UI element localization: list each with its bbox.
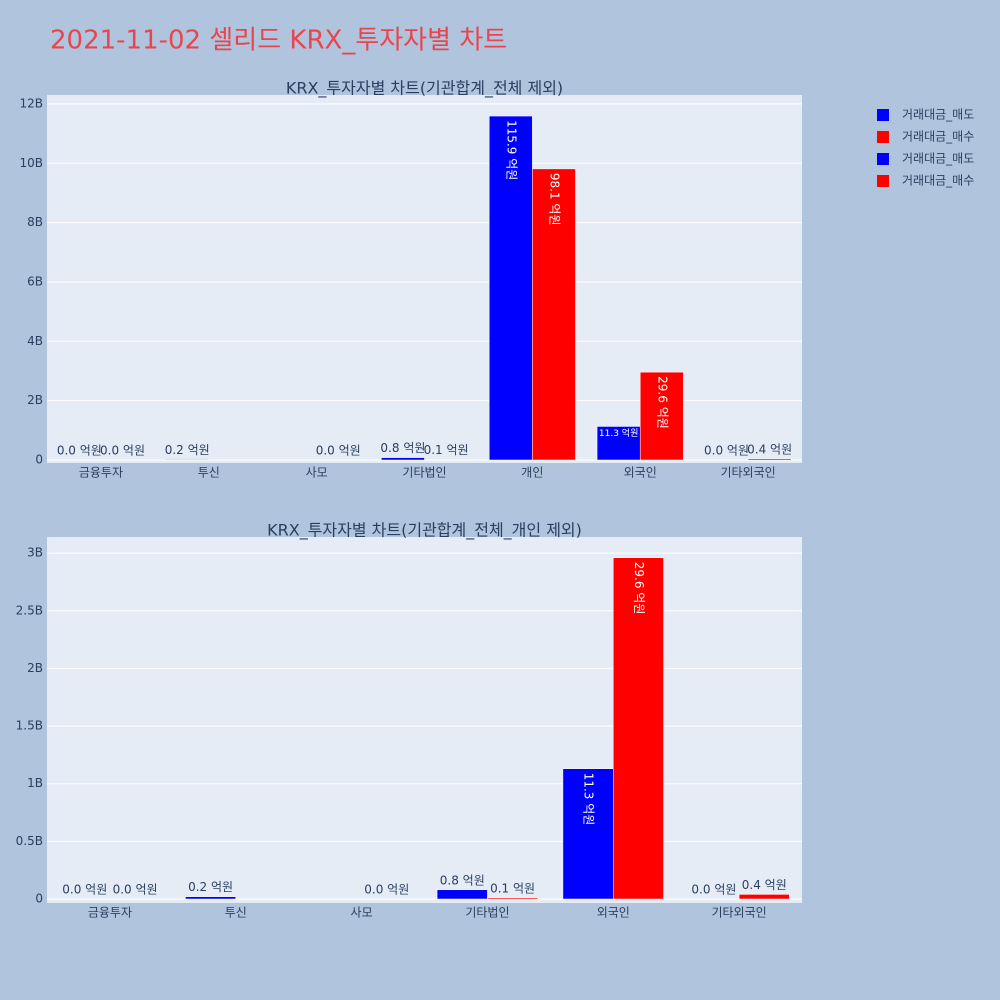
data-label: 0.1 억원	[424, 443, 469, 457]
y-tick-label: 0	[35, 892, 43, 906]
bar	[185, 896, 237, 900]
data-label: 0.0 억원	[100, 444, 145, 458]
y-tick-label: 1.5B	[16, 719, 43, 733]
bar	[436, 889, 488, 900]
y-tick-label: 4B	[27, 334, 43, 348]
legend-label: 거래대금_매도	[902, 108, 974, 122]
x-tick-label: 금융투자	[88, 906, 132, 920]
data-label: 11.3 억원	[582, 773, 596, 826]
y-tick-label: 2.5B	[16, 603, 43, 617]
x-tick-label: 기타법인	[465, 906, 509, 920]
data-label: 0.0 억원	[57, 444, 102, 458]
y-tick-label: 10B	[19, 156, 43, 170]
bar	[747, 458, 792, 461]
legend-label: 거래대금_매수	[902, 130, 974, 144]
y-tick-label: 2B	[27, 661, 43, 675]
legend-swatch	[877, 175, 889, 187]
data-label: 0.4 억원	[742, 878, 787, 892]
legend-label: 거래대금_매수	[902, 174, 974, 188]
data-label: 0.8 억원	[380, 441, 425, 455]
x-tick-label: 금융투자	[79, 466, 123, 480]
bar	[165, 459, 210, 461]
data-label: 0.4 억원	[747, 442, 792, 456]
y-tick-label: 12B	[19, 96, 43, 110]
subplot-title: KRX_투자자별 차트(기관합계_전체_개인 제외)	[267, 521, 582, 541]
data-label: 29.6 억원	[655, 376, 669, 429]
page-title: 2021-11-02 셀리드 KRX_투자자별 차트	[50, 26, 507, 56]
x-tick-label: 기타외국인	[720, 466, 775, 480]
data-label: 0.8 억원	[440, 873, 485, 887]
bar	[738, 894, 790, 900]
data-label: 0.0 억원	[704, 444, 749, 458]
legend-swatch	[877, 153, 889, 165]
x-tick-label: 사모	[351, 906, 373, 920]
y-tick-label: 0.5B	[16, 834, 43, 848]
bar	[381, 457, 425, 461]
data-label: 115.9 억원	[504, 120, 518, 180]
plot-area	[47, 537, 802, 903]
bar	[613, 557, 664, 900]
data-label: 0.0 억원	[691, 883, 736, 897]
y-tick-label: 3B	[27, 546, 43, 560]
data-label: 0.0 억원	[113, 883, 158, 897]
x-tick-label: 투신	[198, 466, 220, 480]
legend-swatch	[877, 131, 889, 143]
x-tick-label: 외국인	[624, 466, 657, 480]
bar	[562, 768, 614, 900]
x-tick-label: 기타외국인	[711, 906, 766, 920]
data-label: 0.0 억원	[316, 444, 361, 458]
x-tick-label: 투신	[225, 906, 247, 920]
legend-label: 거래대금_매도	[902, 152, 974, 166]
bar	[639, 371, 684, 461]
x-tick-label: 기타법인	[402, 466, 446, 480]
x-tick-label: 사모	[306, 466, 328, 480]
x-tick-label: 외국인	[597, 906, 630, 920]
plot-area	[47, 95, 802, 463]
data-label: 0.0 억원	[364, 883, 409, 897]
data-label: 0.2 억원	[188, 880, 233, 894]
bar	[488, 115, 533, 461]
y-tick-label: 8B	[27, 215, 43, 229]
bar	[596, 426, 641, 461]
bar	[487, 897, 538, 900]
data-label: 0.0 억원	[62, 883, 107, 897]
data-label: 11.3 억원	[599, 427, 638, 439]
data-label: 0.2 억원	[165, 443, 210, 457]
y-tick-label: 0	[35, 453, 43, 467]
x-tick-label: 개인	[521, 466, 543, 480]
y-tick-label: 6B	[27, 274, 43, 288]
bar	[532, 168, 576, 461]
data-label: 29.6 억원	[632, 562, 646, 615]
data-label: 98.1 억원	[547, 173, 561, 226]
data-label: 0.1 억원	[490, 881, 535, 895]
subplot-title: KRX_투자자별 차트(기관합계_전체 제외)	[286, 79, 563, 99]
legend-swatch	[877, 109, 889, 121]
y-tick-label: 2B	[27, 393, 43, 407]
y-tick-label: 1B	[27, 776, 43, 790]
